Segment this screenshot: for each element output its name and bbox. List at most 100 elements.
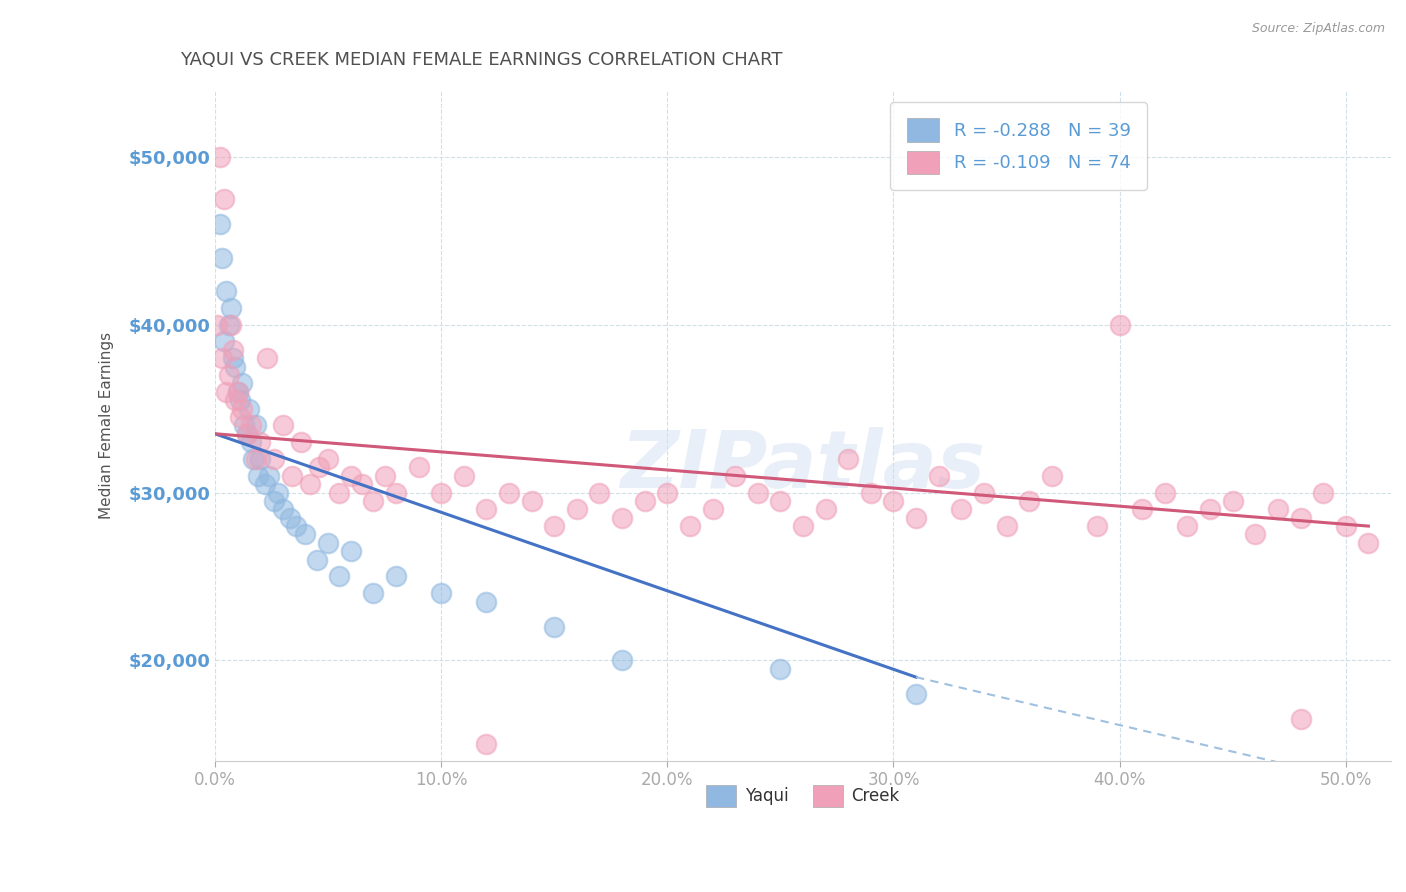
Point [231,401,253,416]
Point [218,318,240,332]
Point [859,485,882,500]
Point [363,494,385,508]
Point [222,351,245,366]
Point [1267,502,1289,516]
Point [363,586,385,600]
Point [281,468,304,483]
Text: Source: ZipAtlas.com: Source: ZipAtlas.com [1251,22,1385,36]
Point [769,662,792,676]
Point [294,527,316,541]
Point [905,687,928,701]
Point [271,418,294,433]
Point [308,460,330,475]
Text: ZIPatlas: ZIPatlas [620,426,986,505]
Point [1222,494,1244,508]
Point [339,468,361,483]
Point [229,409,252,424]
Point [1357,536,1379,550]
Point [408,460,430,475]
Point [1312,485,1334,500]
Point [208,217,231,231]
Point [240,435,263,450]
Point [267,485,290,500]
Point [610,653,633,667]
Point [285,519,308,533]
Point [1334,519,1357,533]
Point [235,426,257,441]
Point [229,393,252,408]
Point [905,510,928,524]
Text: YAQUI VS CREEK MEDIAN FEMALE EARNINGS CORRELATION CHART: YAQUI VS CREEK MEDIAN FEMALE EARNINGS CO… [180,51,782,69]
Point [995,519,1018,533]
Point [253,477,276,491]
Point [245,452,267,467]
Point [298,477,321,491]
Point [245,418,267,433]
Point [224,359,246,374]
Point [1153,485,1175,500]
Point [769,494,792,508]
Point [610,510,633,524]
Point [211,251,233,265]
Point [882,494,904,508]
Point [973,485,995,500]
Point [814,502,837,516]
Point [215,284,238,298]
Point [543,620,565,634]
Point [328,569,350,583]
Point [702,502,724,516]
Point [385,485,408,500]
Point [837,452,859,467]
Point [219,318,242,332]
Point [249,452,271,467]
Point [235,426,257,441]
Point [271,502,294,516]
Point [724,468,747,483]
Point [226,384,249,399]
Point [350,477,373,491]
Point [475,502,498,516]
Point [1040,468,1063,483]
Point [1177,519,1199,533]
Point [1130,502,1153,516]
Point [928,468,950,483]
Point [240,418,263,433]
Point [305,552,328,566]
Point [430,485,453,500]
Point [657,485,679,500]
Point [246,468,269,483]
Point [1289,510,1312,524]
Point [1085,519,1108,533]
Point [339,544,361,558]
Point [475,594,498,608]
Point [263,494,285,508]
Point [634,494,657,508]
Y-axis label: Median Female Earnings: Median Female Earnings [100,332,114,519]
Point [290,435,312,450]
Point [249,435,271,450]
Point [231,376,253,391]
Point [588,485,610,500]
Point [1108,318,1130,332]
Point [328,485,350,500]
Point [208,150,231,164]
Point [1244,527,1267,541]
Point [747,485,769,500]
Point [215,384,238,399]
Point [222,343,245,357]
Point [212,192,235,206]
Point [679,519,702,533]
Point [316,452,339,467]
Point [238,401,260,416]
Point [385,569,408,583]
Point [430,586,453,600]
Point [278,510,301,524]
Point [1018,494,1040,508]
Point [242,452,264,467]
Point [259,468,281,483]
Point [1289,712,1312,726]
Point [207,318,229,332]
Point [218,368,240,382]
Point [256,351,278,366]
Point [475,737,498,751]
